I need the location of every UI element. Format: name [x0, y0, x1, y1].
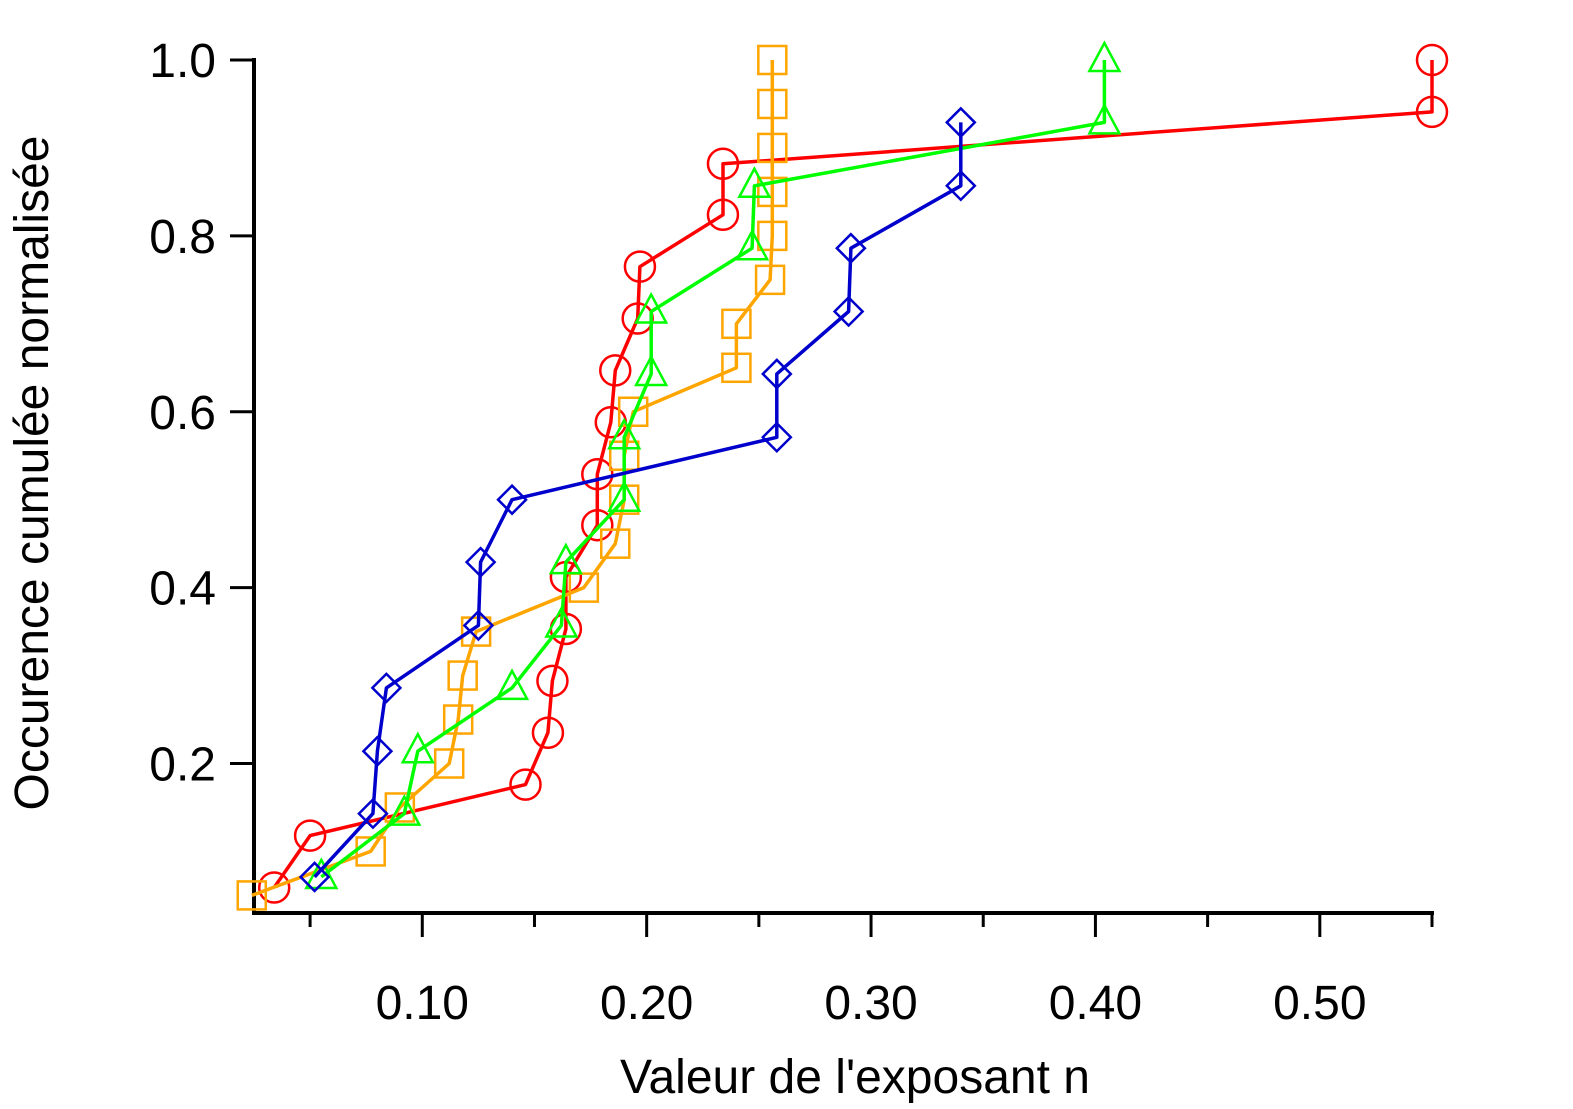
- data-point-triangle: [737, 166, 772, 199]
- data-point-square: [757, 88, 788, 120]
- y-tick-label: 0.2: [149, 739, 216, 792]
- series-triangle: [304, 40, 1122, 890]
- data-point-square: [757, 44, 788, 76]
- x-tick-label: 0.40: [1049, 977, 1142, 1030]
- data-point-triangle: [1087, 102, 1122, 135]
- data-point-circle: [293, 819, 327, 852]
- data-point-triangle: [607, 417, 642, 450]
- x-tick-label: 0.30: [824, 977, 917, 1030]
- data-point-triangle: [1087, 40, 1122, 73]
- data-point-triangle: [634, 354, 669, 387]
- data-point-square: [757, 132, 788, 164]
- series-circle: [257, 43, 1449, 904]
- data-point-diamond: [832, 295, 865, 328]
- data-point-diamond: [464, 546, 497, 578]
- data-point-circle: [531, 716, 565, 749]
- data-point-triangle: [387, 793, 422, 826]
- y-tick-label: 0.6: [149, 387, 216, 440]
- data-point-square: [384, 792, 416, 823]
- data-point-square: [757, 220, 788, 252]
- data-point-triangle: [548, 542, 583, 575]
- data-point-triangle: [634, 291, 669, 324]
- data-point-triangle: [494, 668, 530, 701]
- x-tick-label: 0.10: [376, 977, 469, 1030]
- data-point-circle: [509, 768, 542, 801]
- data-point-circle: [536, 664, 569, 698]
- y-axis-title: Occurence cumulée normalisée: [6, 136, 59, 811]
- data-point-circle: [623, 250, 657, 283]
- data-point-triangle: [607, 480, 642, 512]
- series-line: [320, 60, 1107, 879]
- data-point-square: [721, 352, 752, 384]
- data-point-square: [721, 308, 752, 340]
- data-point-circle: [599, 354, 632, 387]
- data-point-diamond: [462, 609, 495, 642]
- data-point-circle: [257, 871, 291, 904]
- data-point-square: [236, 880, 268, 911]
- x-tick-label: 0.50: [1273, 977, 1366, 1030]
- data-point-diamond: [298, 861, 331, 893]
- series-line: [313, 122, 963, 879]
- data-point-square: [442, 704, 474, 735]
- data-point-square: [600, 528, 631, 559]
- series-line: [251, 60, 775, 898]
- axes: 0.10 0.20 0.30 0.40 0.50 0.2 0.4 0.6 0.8 1.0: [149, 35, 1434, 1030]
- series-line: [272, 60, 1434, 889]
- series-layer: [236, 40, 1449, 911]
- data-point-diamond: [761, 358, 793, 390]
- y-tick-label: 0.4: [149, 563, 216, 616]
- data-point-circle: [1415, 43, 1449, 77]
- data-point-triangle: [304, 857, 339, 890]
- y-tick-label: 0.8: [149, 211, 216, 264]
- data-point-diamond: [361, 735, 394, 767]
- data-point-square: [757, 176, 788, 208]
- data-point-diamond: [835, 232, 867, 264]
- data-point-circle: [706, 198, 740, 232]
- data-point-circle: [706, 147, 740, 181]
- data-point-square: [568, 572, 600, 603]
- data-point-square: [754, 264, 786, 296]
- data-point-circle: [581, 508, 614, 542]
- data-point-square: [447, 660, 478, 691]
- data-point-diamond: [496, 483, 528, 516]
- data-point-square: [433, 748, 465, 779]
- x-axis-title: Valeur de l'exposant n: [620, 1051, 1090, 1104]
- data-point-square: [617, 396, 649, 428]
- y-tick-label: 1.0: [149, 35, 216, 88]
- data-point-triangle: [544, 605, 579, 638]
- data-point-diamond: [761, 421, 793, 454]
- data-point-diamond: [945, 169, 977, 202]
- data-point-diamond: [370, 672, 403, 704]
- data-point-square: [460, 616, 492, 647]
- data-point-triangle: [400, 731, 435, 764]
- data-point-circle: [581, 457, 614, 491]
- data-point-diamond: [945, 106, 977, 139]
- x-tick-label: 0.20: [600, 977, 693, 1030]
- data-point-triangle: [735, 228, 770, 261]
- data-point-diamond: [357, 797, 389, 830]
- data-point-circle: [1415, 95, 1449, 129]
- series-diamond: [298, 106, 977, 893]
